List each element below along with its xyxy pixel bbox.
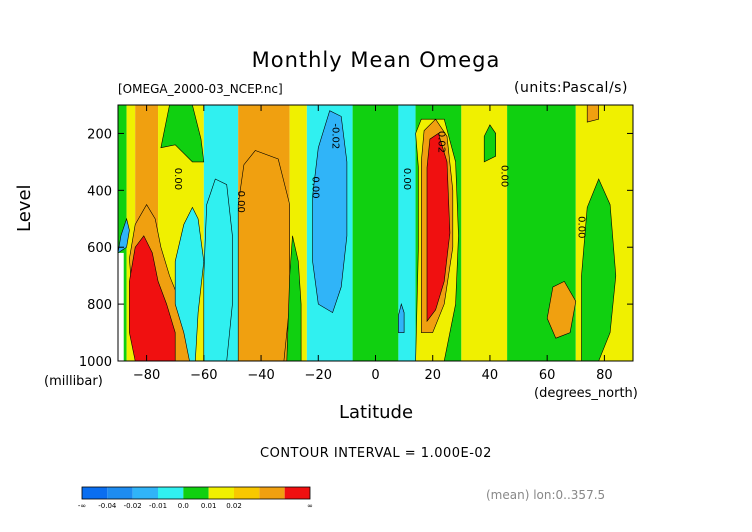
contour-region-6 bbox=[237, 150, 291, 362]
x-tick-label-8: 80 bbox=[596, 368, 613, 383]
contour-region-16 bbox=[586, 104, 600, 123]
contour-region-1 bbox=[129, 235, 176, 362]
contour-region-9 bbox=[398, 303, 405, 333]
x-tick-label-6: 40 bbox=[482, 368, 499, 383]
x-axis-label: Latitude bbox=[338, 402, 414, 423]
contour-region-8 bbox=[312, 110, 348, 314]
y-tick-label-2: 600 bbox=[87, 241, 112, 256]
band-9 bbox=[398, 105, 416, 361]
y-tick-label-3: 800 bbox=[87, 298, 112, 313]
legend-label-6: 0.02 bbox=[226, 502, 242, 510]
legend-swatch-3 bbox=[158, 487, 184, 499]
contour-label-4: 0.00 bbox=[401, 168, 412, 190]
contour-region-3 bbox=[174, 206, 205, 362]
contour-label-6: 0.00 bbox=[498, 165, 509, 187]
contour-label-5: 0.02 bbox=[435, 131, 446, 153]
legend-label-5: 0.01 bbox=[201, 502, 217, 510]
legend-swatch-7 bbox=[259, 487, 285, 499]
contour-region-2 bbox=[117, 217, 130, 254]
contour-label-7: 0.00 bbox=[576, 216, 587, 238]
contour-region-13 bbox=[483, 124, 497, 163]
contour-labels: 0.00 0.00 0.00 -0.02 0.00 0.02 0.00 0.00 bbox=[172, 123, 586, 238]
contour-label-1: 0.00 bbox=[235, 191, 246, 213]
legend-label-7: ∞ bbox=[307, 502, 313, 510]
legend-swatch-4 bbox=[183, 487, 209, 499]
missing-data bbox=[118, 252, 124, 361]
units-label: (units:Pascal/s) bbox=[514, 80, 628, 96]
band-8 bbox=[352, 105, 399, 361]
x-tick-label-1: −60 bbox=[190, 368, 217, 383]
axes: −80 −60 −40 −20 0 20 40 60 80 200 400 600 800 1000 bbox=[79, 105, 633, 383]
x-tick-label-5: 20 bbox=[424, 368, 441, 383]
contour-fills bbox=[117, 104, 633, 362]
contour-label-2: 0.00 bbox=[310, 176, 321, 198]
x-tick-label-7: 60 bbox=[539, 368, 556, 383]
legend-swatch-1 bbox=[107, 487, 133, 499]
y-axis-unit: (millibar) bbox=[44, 374, 103, 389]
x-tick-label-3: −20 bbox=[305, 368, 332, 383]
y-tick-label-4: 1000 bbox=[79, 355, 112, 370]
legend-swatch-0 bbox=[82, 487, 108, 499]
contour-label-0: 0.00 bbox=[172, 168, 183, 190]
contour-region-14 bbox=[546, 281, 577, 339]
contour-region-5 bbox=[203, 178, 233, 362]
legend-swatch-8 bbox=[284, 487, 310, 499]
legend-swatch-2 bbox=[132, 487, 158, 499]
contour-interval: CONTOUR INTERVAL = 1.000E-02 bbox=[260, 446, 492, 461]
legend-swatch-6 bbox=[234, 487, 260, 499]
legend-label-3: -0.01 bbox=[149, 502, 167, 510]
legend-label-1: -0.04 bbox=[98, 502, 117, 510]
band-1 bbox=[126, 105, 136, 361]
contour-region-15 bbox=[581, 178, 617, 362]
legend-label-0: -∞ bbox=[78, 502, 86, 510]
x-tick-label-2: −40 bbox=[247, 368, 274, 383]
x-axis-unit: (degrees_north) bbox=[534, 386, 638, 401]
legend-frame bbox=[81, 486, 311, 500]
x-tick-label-0: −80 bbox=[133, 368, 160, 383]
chart-title: Monthly Mean Omega bbox=[251, 48, 501, 72]
file-name: [OMEGA_2000-03_NCEP.nc] bbox=[118, 82, 283, 96]
contour-label-3: -0.02 bbox=[330, 123, 341, 149]
color-legend: -∞ -0.04 -0.02 -0.01 0.0 0.01 0.02 ∞ bbox=[78, 486, 313, 510]
mean-lon-note: (mean) lon:0..357.5 bbox=[486, 488, 606, 502]
legend-label-2: -0.02 bbox=[124, 502, 142, 510]
legend-label-4: 0.0 bbox=[178, 502, 189, 510]
contour-region-12 bbox=[426, 132, 451, 323]
y-tick-label-0: 200 bbox=[87, 127, 112, 142]
y-tick-label-1: 400 bbox=[87, 184, 112, 199]
legend-swatch-5 bbox=[208, 487, 234, 499]
x-tick-label-4: 0 bbox=[371, 368, 379, 383]
